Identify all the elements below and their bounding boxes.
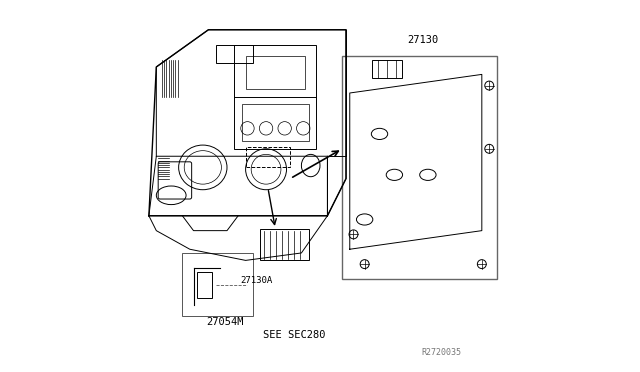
Bar	[242, 104, 309, 141]
Bar	[182, 253, 253, 316]
Bar	[342, 56, 497, 279]
Bar	[246, 56, 305, 89]
Bar	[216, 45, 253, 63]
Bar	[234, 45, 316, 149]
Bar	[260, 229, 309, 260]
Bar	[372, 60, 402, 78]
Text: 27054M: 27054M	[206, 317, 244, 327]
Text: SEE SEC280: SEE SEC280	[262, 330, 325, 340]
Text: 27130A: 27130A	[240, 276, 272, 285]
Bar	[246, 147, 291, 167]
Bar	[197, 272, 212, 298]
Text: 27130: 27130	[408, 35, 438, 45]
Text: R2720035: R2720035	[421, 348, 461, 357]
